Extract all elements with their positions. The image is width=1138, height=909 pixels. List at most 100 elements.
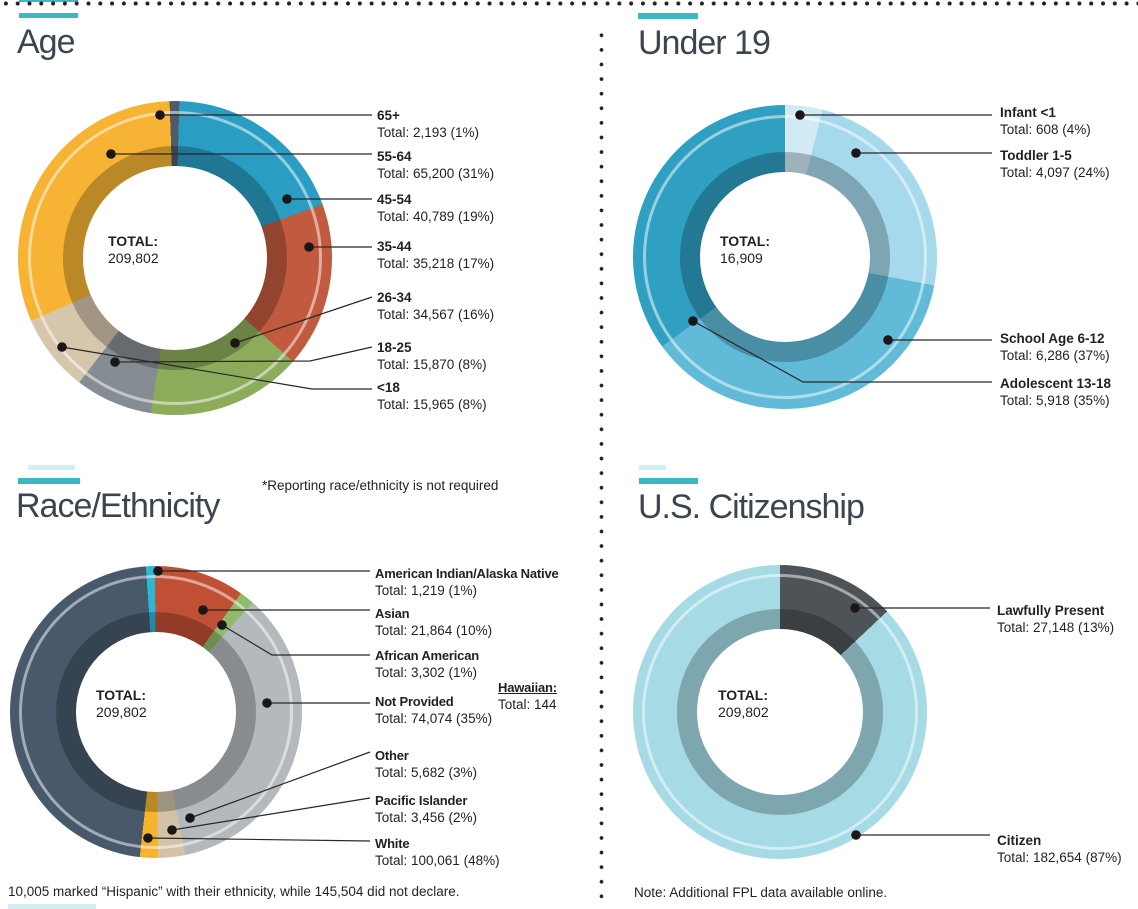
chart-title-race: Race/Ethnicity bbox=[16, 487, 220, 525]
callout-26-34: 26-34 Total: 34,567 (16%) bbox=[377, 289, 494, 323]
callout-ai-an: American Indian/Alaska Native Total: 1,2… bbox=[375, 565, 559, 599]
callout-18-25: 18-25 Total: 15,870 (8%) bbox=[377, 339, 487, 373]
donut-highlight-arc bbox=[642, 574, 918, 850]
total-label: TOTAL: bbox=[718, 687, 769, 703]
total-value: 209,802 bbox=[718, 704, 769, 720]
callout-45-54: 45-54 Total: 40,789 (19%) bbox=[377, 191, 494, 225]
callout-line-under18 bbox=[61, 346, 372, 390]
callout-dot-toddler bbox=[851, 148, 861, 158]
citizenship-donut bbox=[633, 565, 927, 859]
total-value: 209,802 bbox=[108, 250, 159, 266]
callout-total: Total: 5,682 (3%) bbox=[375, 765, 478, 780]
callout-not-provided: Not Provided Total: 74,074 (35%) bbox=[375, 693, 492, 727]
donut-center-total: TOTAL: 209,802 bbox=[718, 687, 769, 721]
callout-dot-65plus bbox=[155, 110, 165, 120]
callout-other: Other Total: 5,682 (3%) bbox=[375, 747, 477, 781]
callout-dot-lawfully-present bbox=[850, 603, 860, 613]
accent-bar-faint bbox=[28, 465, 75, 470]
callout-dot-26-34 bbox=[230, 338, 240, 348]
citizenship-chart-section: U.S. Citizenship TOTAL: 209,802 Lawfully… bbox=[569, 455, 1138, 909]
callout-dot-under18 bbox=[57, 342, 67, 352]
callout-dot-infant bbox=[795, 110, 805, 120]
callout-dot-other bbox=[185, 813, 195, 823]
callout-total: Total: 144 bbox=[498, 697, 557, 712]
total-value: 209,802 bbox=[96, 704, 147, 720]
donut-hole bbox=[697, 629, 863, 795]
callout-hawaiian: Hawaiian: Total: 144 bbox=[498, 679, 557, 713]
total-label: TOTAL: bbox=[108, 233, 159, 249]
callout-label: 35-44 bbox=[377, 239, 412, 254]
callout-55-64: 55-64 Total: 65,200 (31%) bbox=[377, 148, 494, 182]
callout-total: Total: 65,200 (31%) bbox=[377, 166, 495, 181]
callout-label: Pacific Islander bbox=[375, 793, 468, 808]
callout-label: 65+ bbox=[377, 108, 400, 123]
callout-total: Total: 15,870 (8%) bbox=[377, 357, 487, 372]
accent-bar bbox=[638, 13, 698, 19]
callout-dot-55-64 bbox=[106, 149, 116, 159]
callout-dot-white bbox=[143, 833, 153, 843]
callout-dot-asian bbox=[198, 605, 208, 615]
callout-label: Other bbox=[375, 748, 409, 763]
callout-label: 18-25 bbox=[377, 340, 412, 355]
callout-label: School Age 6-12 bbox=[1000, 331, 1105, 346]
callout-label: Adolescent 13-18 bbox=[1000, 376, 1112, 391]
callout-total: Total: 15,965 (8%) bbox=[377, 397, 487, 412]
callout-label: Citizen bbox=[997, 833, 1042, 848]
callout-label: Lawfully Present bbox=[997, 603, 1105, 618]
accent-bar bbox=[18, 478, 80, 484]
callout-school-age: School Age 6-12 Total: 6,286 (37%) bbox=[1000, 330, 1110, 364]
callout-65plus: 65+ Total: 2,193 (1%) bbox=[377, 107, 479, 141]
under19-chart-section: Under 19 TOTAL: 16,909 Infant <1 Total: … bbox=[569, 0, 1138, 455]
donut-hole bbox=[76, 632, 236, 792]
callout-line-other bbox=[189, 751, 371, 819]
callout-total: Total: 5,918 (35%) bbox=[1000, 393, 1110, 408]
callout-label: American Indian/Alaska Native bbox=[375, 566, 559, 581]
callout-toddler: Toddler 1-5 Total: 4,097 (24%) bbox=[1000, 147, 1110, 181]
callout-line-26-34 bbox=[234, 296, 373, 344]
accent-bar-faint bbox=[639, 465, 666, 470]
callout-total: Total: 3,302 (1%) bbox=[375, 665, 478, 680]
callout-label: 55-64 bbox=[377, 149, 412, 164]
callout-label: Toddler 1-5 bbox=[1000, 148, 1072, 163]
callout-total: Total: 100,061 (48%) bbox=[375, 853, 500, 868]
under19-donut bbox=[633, 105, 937, 409]
race-donut bbox=[10, 566, 302, 858]
age-donut bbox=[18, 101, 332, 415]
callout-total: Total: 40,789 (19%) bbox=[377, 209, 495, 224]
callout-lawfully-present: Lawfully Present Total: 27,148 (13%) bbox=[997, 602, 1114, 636]
accent-bar bbox=[639, 478, 698, 484]
callout-label: 26-34 bbox=[377, 290, 412, 305]
callout-total: Total: 27,148 (13%) bbox=[997, 620, 1115, 635]
callout-line-white bbox=[147, 837, 371, 842]
callout-dot-not-provided bbox=[262, 698, 272, 708]
callout-dot-45-54 bbox=[282, 194, 292, 204]
race-callout-overlay bbox=[143, 566, 371, 843]
callout-dot-african-american bbox=[217, 620, 227, 630]
chart-title-under19: Under 19 bbox=[638, 24, 771, 62]
callout-asian: Asian Total: 21,864 (10%) bbox=[375, 605, 492, 639]
callout-label: Hawaiian: bbox=[498, 680, 557, 695]
race-ethnicity-chart-section: Race/Ethnicity *Reporting race/ethnicity… bbox=[0, 455, 569, 909]
callout-total: Total: 74,074 (35%) bbox=[375, 711, 493, 726]
callout-dot-ai-an bbox=[153, 566, 163, 576]
dotted-separator-horizontal bbox=[0, 0, 1138, 7]
callout-pacific-islander: Pacific Islander Total: 3,456 (2%) bbox=[375, 792, 477, 826]
callout-total: Total: 1,219 (1%) bbox=[375, 583, 478, 598]
chart-title-citizenship: U.S. Citizenship bbox=[638, 488, 865, 526]
callout-total: Total: 4,097 (24%) bbox=[1000, 165, 1110, 180]
callout-label: White bbox=[375, 836, 410, 851]
total-label: TOTAL: bbox=[720, 233, 771, 249]
donut-highlight-arc bbox=[643, 115, 927, 399]
callout-dot-35-44 bbox=[304, 242, 314, 252]
callout-dot-school-age bbox=[883, 335, 893, 345]
callout-label: Infant <1 bbox=[1000, 105, 1056, 120]
callout-label: <18 bbox=[377, 380, 400, 395]
callout-total: Total: 6,286 (37%) bbox=[1000, 348, 1110, 363]
callout-under18: <18 Total: 15,965 (8%) bbox=[377, 379, 487, 413]
donut-center-total: TOTAL: 209,802 bbox=[108, 233, 159, 267]
accent-bar-faint-bottom bbox=[8, 904, 96, 909]
callout-citizen: Citizen Total: 182,654 (87%) bbox=[997, 832, 1122, 866]
callout-line-pacific-islander bbox=[171, 797, 371, 831]
citizenship-callout-overlay bbox=[850, 603, 990, 840]
callout-line-18-25 bbox=[114, 346, 373, 363]
